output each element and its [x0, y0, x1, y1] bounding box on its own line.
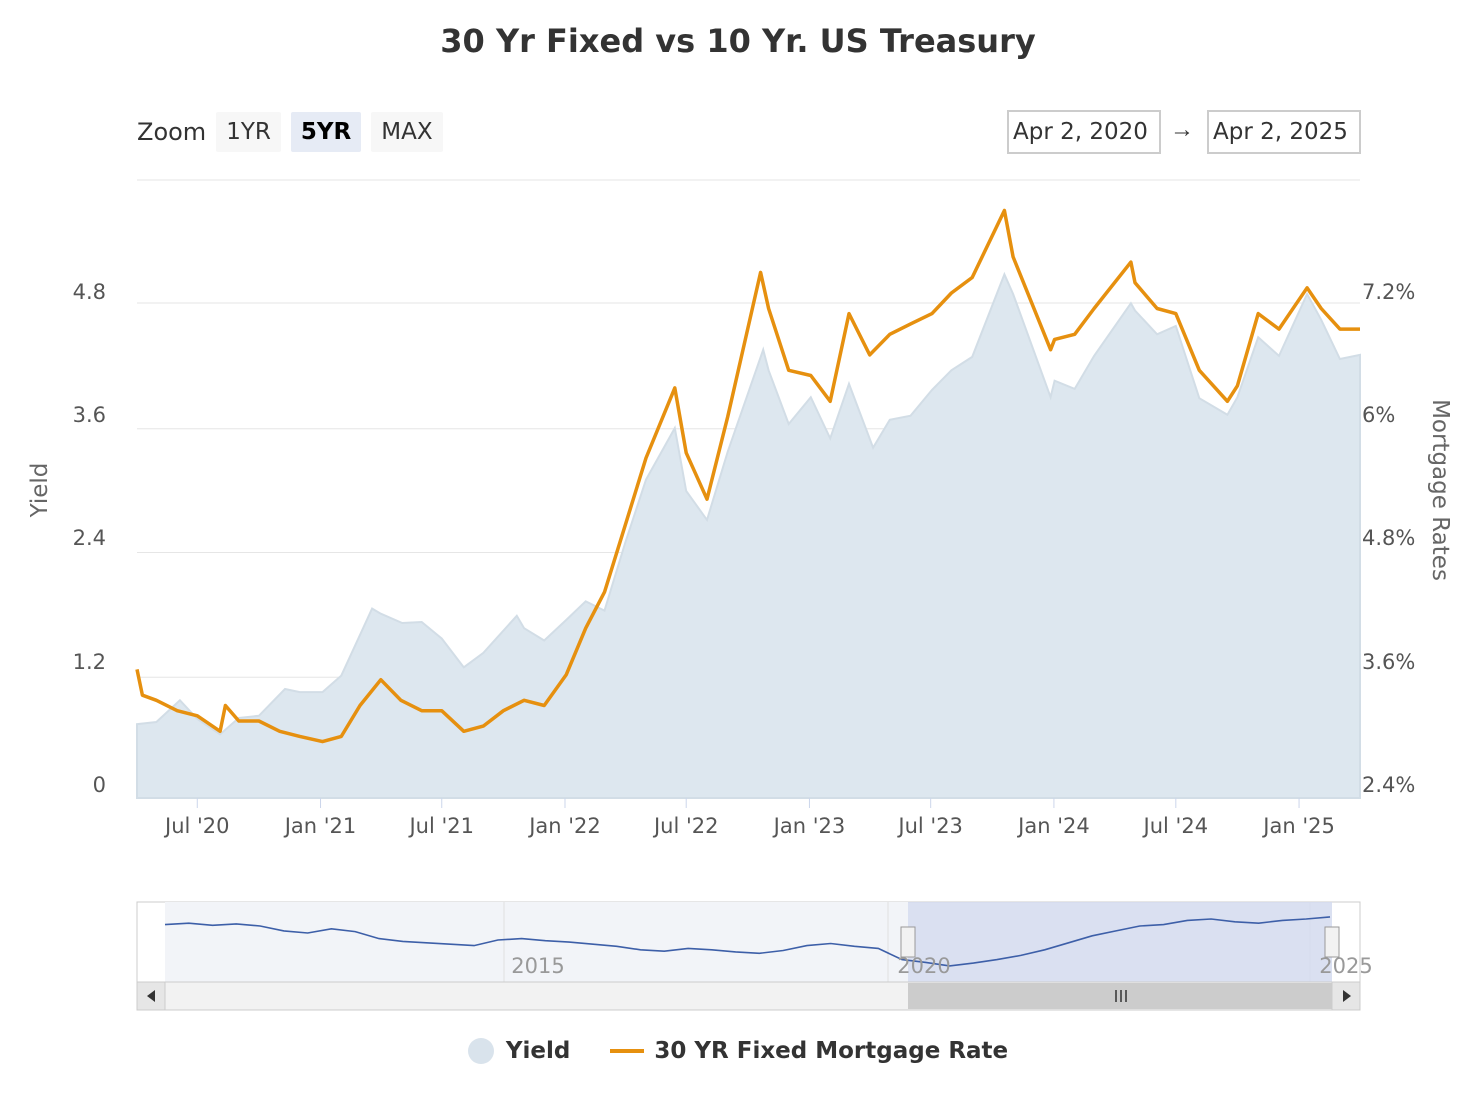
x-tick-label: Jan '23 — [772, 814, 846, 838]
y-axis-left: 0 1.2 2.4 3.6 4.8 — [73, 280, 106, 797]
legend-item-yield[interactable]: Yield — [467, 1038, 571, 1064]
scroll-right-icon — [1343, 990, 1351, 1002]
y-axis-left-title: Yield — [27, 463, 53, 519]
range-to-input[interactable]: Apr 2, 2025 — [1207, 110, 1361, 154]
y-left-tick-label: 3.6 — [73, 403, 106, 427]
scroll-left-button — [136, 981, 166, 1011]
x-tick-label: Jul '21 — [407, 814, 474, 838]
y-right-tick-label: 7.2% — [1362, 280, 1415, 304]
navigator-label: 2015 — [511, 954, 564, 978]
x-tick-label: Jan '24 — [1016, 814, 1090, 838]
zoom-max-button[interactable]: MAX — [371, 112, 443, 152]
yield-area — [136, 271, 1361, 799]
y-left-tick-label: 1.2 — [73, 650, 106, 674]
x-axis: Jul '20 Jan '21 Jul '21 Jan '22 Jul '22 Jan '… — [163, 798, 1335, 838]
scrollbar-thumb — [908, 983, 1332, 1009]
y-right-tick-label: 3.6% — [1362, 650, 1415, 674]
legend-mortgage-label: 30 YR Fixed Mortgage Rate — [654, 1038, 1009, 1064]
y-left-tick-label: 4.8 — [73, 280, 106, 304]
x-tick-label: Jul '22 — [652, 814, 719, 838]
x-tick-label: Jul '20 — [163, 814, 230, 838]
chart-title: 30 Yr Fixed vs 10 Yr. US Treasury — [440, 22, 1036, 60]
navigator-label: 2025 — [1319, 954, 1372, 978]
range-from-input[interactable]: Apr 2, 2020 — [1007, 110, 1161, 154]
chart-svg: Jul '20 Jan '21 Jul '21 Jan '22 Jul '22 Jan '… — [27, 179, 1453, 1011]
x-tick-label: Jul '23 — [896, 814, 963, 838]
y-right-tick-label: 6% — [1362, 403, 1395, 427]
navigator-label: 2020 — [897, 954, 950, 978]
range-arrow-icon: → — [1170, 116, 1194, 143]
y-left-tick-label: 2.4 — [73, 526, 106, 550]
zoom-1yr-button[interactable]: 1YR — [216, 112, 281, 152]
y-left-tick-label: 0 — [93, 773, 106, 797]
legend-mortgage-marker — [610, 1049, 645, 1053]
y-right-tick-label: 2.4% — [1362, 773, 1415, 797]
navigator-handle — [900, 926, 916, 958]
y-axis-right-title: Mortgage Rates — [1427, 399, 1453, 581]
zoom-label: Zoom — [137, 118, 207, 146]
x-tick-label: Jan '25 — [1261, 814, 1335, 838]
y-axis-right: 2.4% 3.6% 4.8% 6% 7.2% — [1362, 280, 1415, 797]
x-tick-label: Jul '24 — [1142, 814, 1209, 838]
zoom-bar: Zoom 1YR 5YR MAX — [137, 110, 453, 154]
navigator-unselected — [165, 902, 908, 982]
scroll-left-icon — [147, 990, 155, 1002]
zoom-5yr-button[interactable]: 5YR — [290, 112, 362, 152]
y-right-tick-label: 4.8% — [1362, 526, 1415, 550]
x-tick-label: Jan '22 — [527, 814, 601, 838]
legend: Yield 30 YR Fixed Mortgage Rate — [0, 1038, 1476, 1064]
navigator-series — [164, 916, 1331, 967]
navigator[interactable]: 2015 2020 2025 — [136, 901, 1373, 1011]
legend-yield-marker — [467, 1038, 494, 1064]
legend-item-mortgage[interactable]: 30 YR Fixed Mortgage Rate — [610, 1038, 1008, 1064]
x-tick-label: Jan '21 — [283, 814, 357, 838]
mortgage-line — [135, 208, 1360, 744]
navigator-selection — [908, 902, 1332, 982]
navigator-handle — [1324, 926, 1340, 958]
legend-yield-label: Yield — [505, 1038, 571, 1064]
